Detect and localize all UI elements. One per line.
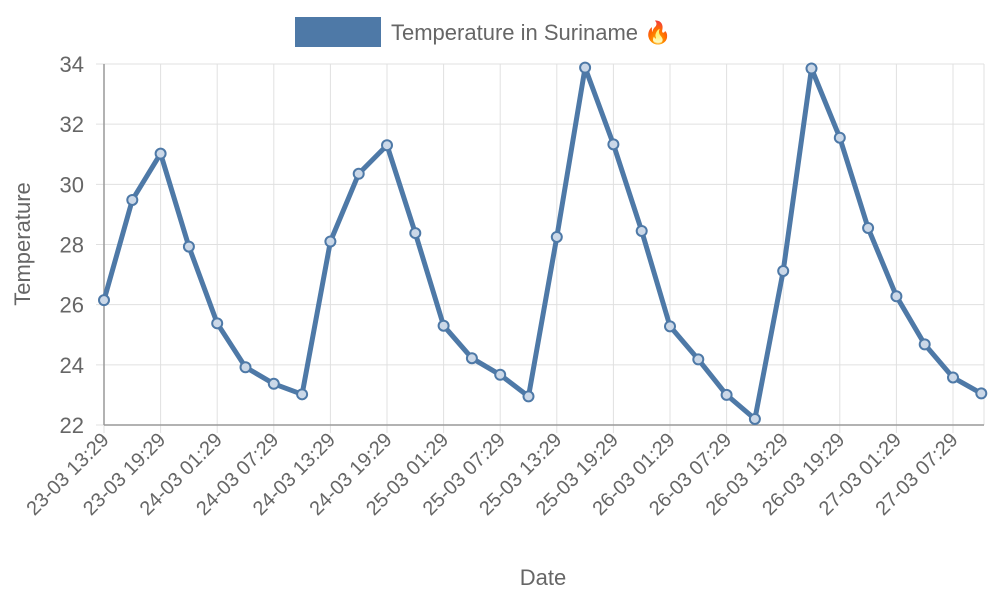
- y-tick-label: 26: [60, 293, 84, 318]
- y-tick-label: 24: [60, 353, 84, 378]
- data-point[interactable]: [550, 230, 563, 243]
- data-point[interactable]: [409, 227, 422, 240]
- data-point[interactable]: [494, 368, 507, 381]
- data-point[interactable]: [890, 290, 903, 303]
- data-point[interactable]: [692, 353, 705, 366]
- axes: [103, 64, 984, 426]
- data-point[interactable]: [748, 412, 761, 425]
- data-point[interactable]: [579, 61, 592, 74]
- data-point[interactable]: [126, 193, 139, 206]
- data-point[interactable]: [324, 235, 337, 248]
- data-point[interactable]: [465, 352, 478, 365]
- y-axis-title: Temperature: [10, 182, 35, 306]
- y-axis-ticks: 22 24 26 28 30 32 34: [60, 52, 84, 438]
- data-point[interactable]: [211, 317, 224, 330]
- data-point[interactable]: [635, 224, 648, 237]
- data-point[interactable]: [381, 139, 393, 152]
- data-point[interactable]: [182, 240, 195, 253]
- grid: [96, 63, 985, 433]
- y-tick-label: 32: [60, 112, 84, 137]
- data-point[interactable]: [522, 390, 535, 403]
- data-point[interactable]: [918, 338, 931, 351]
- legend[interactable]: Temperature in Suriname 🔥: [295, 17, 672, 47]
- data-point[interactable]: [239, 361, 252, 374]
- data-point[interactable]: [267, 377, 280, 390]
- data-point[interactable]: [607, 138, 620, 151]
- x-axis-title: Date: [520, 565, 566, 590]
- data-point[interactable]: [947, 371, 959, 384]
- data-point[interactable]: [862, 221, 875, 234]
- data-point[interactable]: [720, 388, 733, 401]
- data-point[interactable]: [296, 388, 309, 401]
- legend-label: Temperature in Suriname 🔥: [391, 20, 672, 45]
- data-point[interactable]: [833, 131, 846, 144]
- data-point[interactable]: [805, 62, 818, 75]
- data-point[interactable]: [437, 319, 450, 332]
- series-temperature: [98, 61, 988, 425]
- y-tick-label: 30: [60, 172, 84, 197]
- data-point[interactable]: [664, 320, 676, 333]
- data-point[interactable]: [352, 167, 365, 180]
- y-tick-label: 28: [60, 233, 84, 258]
- data-point[interactable]: [975, 387, 988, 400]
- y-tick-label: 22: [60, 413, 84, 438]
- legend-swatch: [295, 17, 381, 47]
- data-point[interactable]: [777, 264, 790, 277]
- data-point[interactable]: [98, 294, 110, 307]
- data-point[interactable]: [154, 147, 167, 160]
- y-tick-label: 34: [60, 52, 84, 77]
- series-line: [101, 65, 984, 422]
